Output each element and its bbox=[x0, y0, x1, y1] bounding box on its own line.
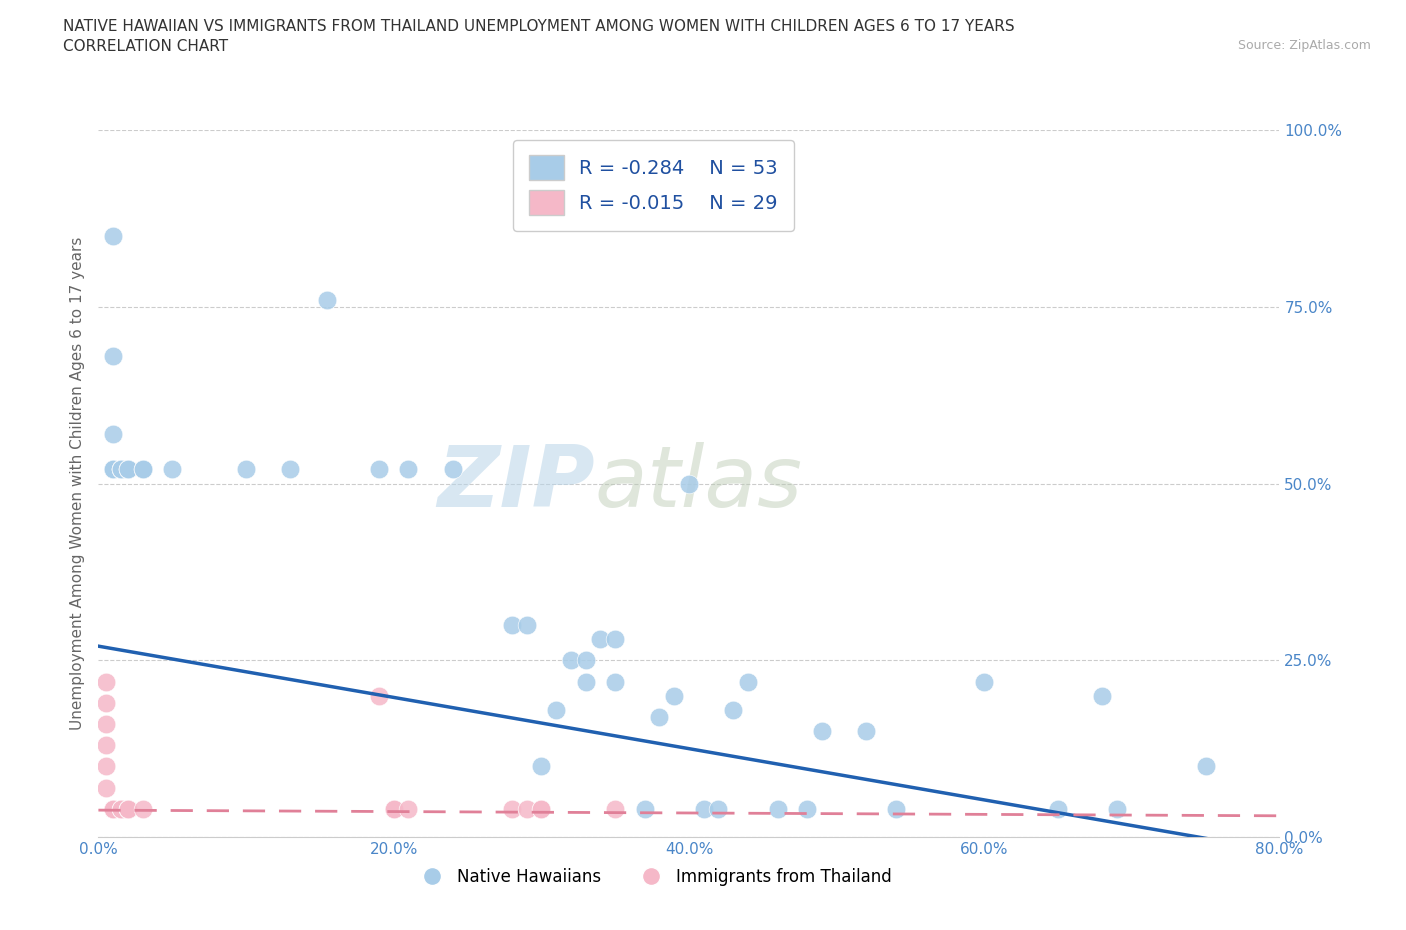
Point bbox=[560, 653, 582, 668]
Point bbox=[117, 462, 139, 477]
Point bbox=[1105, 802, 1128, 817]
Point bbox=[103, 802, 125, 817]
Text: NATIVE HAWAIIAN VS IMMIGRANTS FROM THAILAND UNEMPLOYMENT AMONG WOMEN WITH CHILDR: NATIVE HAWAIIAN VS IMMIGRANTS FROM THAIL… bbox=[63, 19, 1015, 33]
Point bbox=[94, 759, 117, 774]
Point bbox=[544, 702, 567, 717]
Point bbox=[117, 802, 139, 817]
Point bbox=[94, 716, 117, 731]
Point bbox=[633, 802, 655, 817]
Point bbox=[1091, 688, 1114, 703]
Legend: Native Hawaiians, Immigrants from Thailand: Native Hawaiians, Immigrants from Thaila… bbox=[409, 861, 898, 892]
Point bbox=[530, 759, 553, 774]
Point bbox=[132, 802, 155, 817]
Point bbox=[117, 462, 139, 477]
Point bbox=[368, 462, 391, 477]
Point bbox=[117, 802, 139, 817]
Point bbox=[382, 802, 405, 817]
Point bbox=[94, 780, 117, 795]
Point bbox=[707, 802, 730, 817]
Point bbox=[810, 724, 832, 738]
Point bbox=[103, 229, 125, 244]
Point bbox=[368, 688, 391, 703]
Point bbox=[737, 674, 759, 689]
Point bbox=[501, 802, 523, 817]
Point bbox=[103, 802, 125, 817]
Point bbox=[103, 427, 125, 442]
Point bbox=[316, 292, 339, 307]
Point bbox=[530, 802, 553, 817]
Point bbox=[721, 702, 744, 717]
Point bbox=[278, 462, 302, 477]
Point bbox=[110, 462, 132, 477]
Point bbox=[110, 802, 132, 817]
Point bbox=[103, 802, 125, 817]
Point bbox=[396, 462, 419, 477]
Point bbox=[103, 462, 125, 477]
Point bbox=[94, 674, 117, 689]
Point bbox=[110, 802, 132, 817]
Text: CORRELATION CHART: CORRELATION CHART bbox=[63, 39, 228, 54]
Point bbox=[530, 802, 553, 817]
Point bbox=[117, 802, 139, 817]
Point bbox=[501, 618, 523, 632]
Point bbox=[648, 710, 671, 724]
Point bbox=[103, 462, 125, 477]
Y-axis label: Unemployment Among Women with Children Ages 6 to 17 years: Unemployment Among Women with Children A… bbox=[69, 237, 84, 730]
Text: atlas: atlas bbox=[595, 442, 803, 525]
Text: Source: ZipAtlas.com: Source: ZipAtlas.com bbox=[1237, 39, 1371, 52]
Point bbox=[396, 802, 419, 817]
Point bbox=[855, 724, 877, 738]
Point bbox=[103, 349, 125, 364]
Point bbox=[94, 696, 117, 711]
Point bbox=[94, 737, 117, 752]
Point bbox=[132, 462, 155, 477]
Point bbox=[1195, 759, 1218, 774]
Point bbox=[103, 462, 125, 477]
Point bbox=[103, 802, 125, 817]
Point bbox=[103, 802, 125, 817]
Point bbox=[678, 476, 700, 491]
Point bbox=[235, 462, 257, 477]
Point bbox=[605, 674, 627, 689]
Point bbox=[589, 631, 612, 646]
Point bbox=[1046, 802, 1069, 817]
Point bbox=[796, 802, 818, 817]
Point bbox=[973, 674, 995, 689]
Text: ZIP: ZIP bbox=[437, 442, 595, 525]
Point bbox=[117, 462, 139, 477]
Point bbox=[441, 462, 464, 477]
Point bbox=[117, 462, 139, 477]
Point bbox=[132, 462, 155, 477]
Point bbox=[574, 653, 596, 668]
Point bbox=[110, 462, 132, 477]
Point bbox=[574, 674, 596, 689]
Point bbox=[162, 462, 183, 477]
Point bbox=[110, 802, 132, 817]
Point bbox=[766, 802, 789, 817]
Point bbox=[605, 631, 627, 646]
Point bbox=[605, 802, 627, 817]
Point bbox=[132, 462, 155, 477]
Point bbox=[884, 802, 907, 817]
Point bbox=[664, 688, 686, 703]
Point bbox=[515, 618, 537, 632]
Point bbox=[110, 462, 132, 477]
Point bbox=[110, 462, 132, 477]
Point bbox=[110, 462, 132, 477]
Point bbox=[117, 802, 139, 817]
Point bbox=[515, 802, 537, 817]
Point bbox=[117, 802, 139, 817]
Point bbox=[693, 802, 716, 817]
Point bbox=[382, 802, 405, 817]
